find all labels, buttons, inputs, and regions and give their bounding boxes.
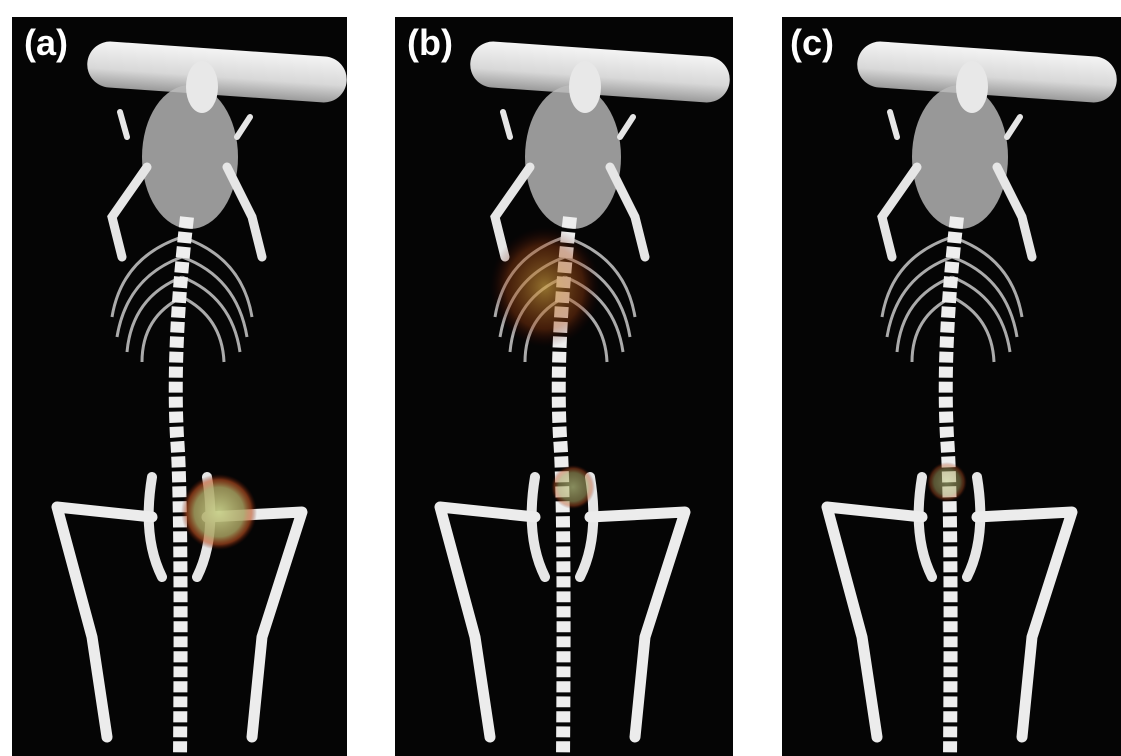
panel-c: (c)	[782, 17, 1121, 756]
panel-label: (b)	[407, 22, 453, 63]
panel-a: (a)	[12, 17, 348, 756]
uptake-glow	[927, 462, 967, 502]
panel-label: (c)	[790, 22, 834, 63]
uptake-glow	[181, 474, 257, 550]
uptake-glow	[490, 227, 600, 347]
panel-label: (a)	[24, 22, 68, 63]
panel-b: (b)	[395, 17, 733, 756]
uptake-glow	[551, 465, 595, 509]
